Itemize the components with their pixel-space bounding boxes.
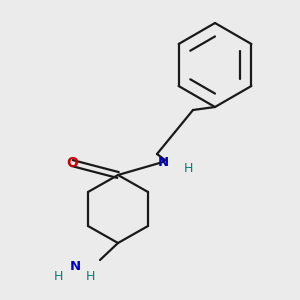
Text: H: H <box>53 269 63 283</box>
Text: N: N <box>158 155 169 169</box>
Text: O: O <box>66 156 78 170</box>
Text: H: H <box>183 161 193 175</box>
Text: H: H <box>85 269 95 283</box>
Text: N: N <box>69 260 81 272</box>
